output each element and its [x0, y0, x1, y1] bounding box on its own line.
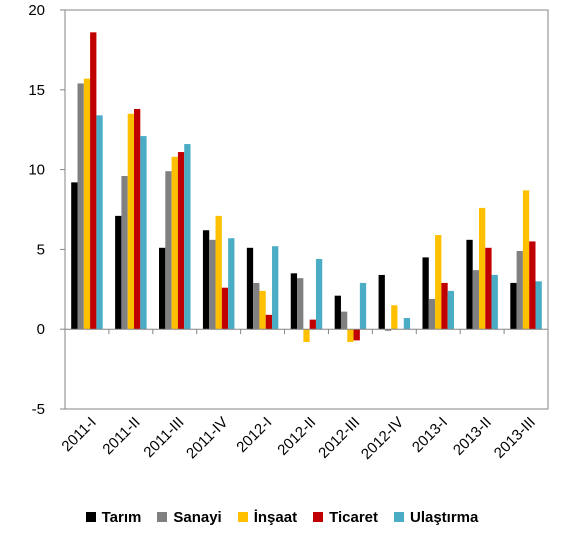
y-tick-label: 10	[28, 162, 45, 179]
x-tick-label: 2012-I	[233, 414, 275, 456]
legend: Tarım Sanayi İnşaat Ticaret Ulaştırma	[0, 505, 564, 529]
bar-i̇nşaat-2011-IV	[215, 215, 222, 330]
bar-ticaret-2013-III	[529, 241, 536, 330]
bar-ulaştırma-2013-III	[535, 281, 542, 330]
bar-ulaştırma-2012-II	[315, 258, 323, 330]
bar-tarım-2011-III	[159, 247, 166, 330]
legend-swatch	[85, 512, 96, 522]
plot-border	[64, 9, 549, 410]
x-tick-label: 2013-II	[450, 414, 495, 459]
bar-sanayi-2012-IV	[384, 329, 392, 331]
y-tick-label: 0	[37, 321, 45, 338]
legend-swatch	[237, 512, 248, 522]
bar-i̇nşaat-2012-III	[347, 329, 354, 342]
bar-tarım-2011-I	[71, 182, 78, 330]
x-tick-label: 2012-III	[315, 414, 363, 462]
bar-sanayi-2011-IV	[209, 239, 216, 330]
bar-i̇nşaat-2012-IV	[391, 305, 398, 330]
x-tick-label: 2013-III	[491, 414, 539, 462]
bar-ulaştırma-2012-IV	[403, 318, 411, 330]
legend-label: Sanayi	[173, 508, 222, 526]
bar-ticaret-2011-III	[177, 152, 185, 330]
bar-sanayi-2011-II	[121, 175, 128, 330]
bar-i̇nşaat-2012-II	[303, 329, 310, 342]
bar-ulaştırma-2013-I	[447, 290, 454, 330]
legend-item: İnşaat	[237, 508, 298, 526]
bar-ticaret-2012-II	[309, 319, 316, 330]
bar-i̇nşaat-2011-III	[171, 156, 178, 330]
bar-tarım-2012-IV	[378, 274, 385, 330]
legend-item: Ulaştırma	[394, 509, 478, 526]
x-tick-label: 2011-I	[58, 414, 99, 455]
bar-i̇nşaat-2013-I	[435, 235, 442, 330]
y-tick-label: 5	[37, 241, 45, 258]
bar-ulaştırma-2011-I	[96, 115, 103, 330]
y-tick-label: 15	[28, 82, 45, 99]
bar-i̇nşaat-2013-II	[478, 207, 486, 330]
x-tick-label: 2011-IV	[183, 414, 231, 462]
bar-ulaştırma-2011-III	[184, 144, 191, 330]
x-tick-label: 2012-IV	[358, 414, 407, 463]
y-tick-label: 20	[28, 2, 45, 19]
bar-ticaret-2013-I	[441, 282, 448, 330]
legend-swatch	[157, 512, 168, 522]
bar-tarım-2011-IV	[202, 230, 210, 330]
y-tick-label: -5	[32, 401, 45, 418]
bar-sanayi-2012-II	[297, 278, 304, 330]
x-tick-label: 2012-II	[274, 414, 319, 459]
bar-tarım-2013-II	[466, 239, 473, 330]
bar-tarım-2012-III	[334, 295, 341, 330]
bar-i̇nşaat-2011-II	[127, 113, 135, 330]
legend-label: İnşaat	[253, 508, 298, 526]
bar-tarım-2012-II	[290, 273, 298, 330]
bar-tarım-2011-II	[115, 215, 122, 330]
bar-ticaret-2011-I	[90, 32, 97, 330]
legend-label: Tarım	[101, 508, 142, 526]
bar-sanayi-2013-III	[516, 251, 523, 330]
bar-sanayi-2011-I	[77, 83, 84, 330]
bar-ulaştırma-2012-I	[272, 246, 279, 330]
bar-ulaştırma-2013-II	[491, 274, 498, 330]
legend-label: Ticaret	[329, 508, 378, 526]
bar-i̇nşaat-2012-I	[259, 290, 266, 330]
bar-ticaret-2013-II	[485, 247, 492, 330]
bar-ulaştırma-2011-II	[140, 136, 147, 330]
x-tick-label: 2013-I	[409, 414, 451, 456]
legend-swatch	[313, 512, 324, 522]
legend-item: Ticaret	[313, 509, 378, 526]
bar-tarım-2013-III	[510, 282, 517, 330]
bar-sanayi-2013-I	[428, 298, 436, 330]
legend-item: Tarım	[85, 508, 142, 526]
legend-label: Ulaştırma	[410, 508, 479, 526]
bar-ticaret-2011-II	[134, 108, 141, 330]
bars	[71, 32, 542, 342]
bar-sanayi-2012-III	[340, 311, 348, 330]
bar-i̇nşaat-2011-I	[83, 78, 91, 330]
x-tick-label: 2011-III	[140, 414, 187, 461]
bar-i̇nşaat-2013-III	[522, 190, 530, 330]
bar-ticaret-2011-IV	[221, 287, 229, 330]
bar-sanayi-2012-I	[253, 282, 260, 330]
bar-tarım-2013-I	[422, 257, 429, 330]
legend-item: Sanayi	[157, 508, 222, 526]
x-tick-label: 2011-II	[99, 414, 143, 458]
bar-ulaştırma-2011-IV	[228, 238, 235, 330]
bar-ticaret-2012-I	[265, 314, 273, 330]
bar-ulaştırma-2012-III	[359, 282, 367, 330]
bar-sanayi-2011-III	[165, 171, 172, 330]
bar-tarım-2012-I	[246, 247, 254, 330]
legend-swatch	[394, 512, 404, 522]
bar-ticaret-2012-III	[353, 329, 360, 341]
bar-sanayi-2013-II	[472, 270, 479, 330]
